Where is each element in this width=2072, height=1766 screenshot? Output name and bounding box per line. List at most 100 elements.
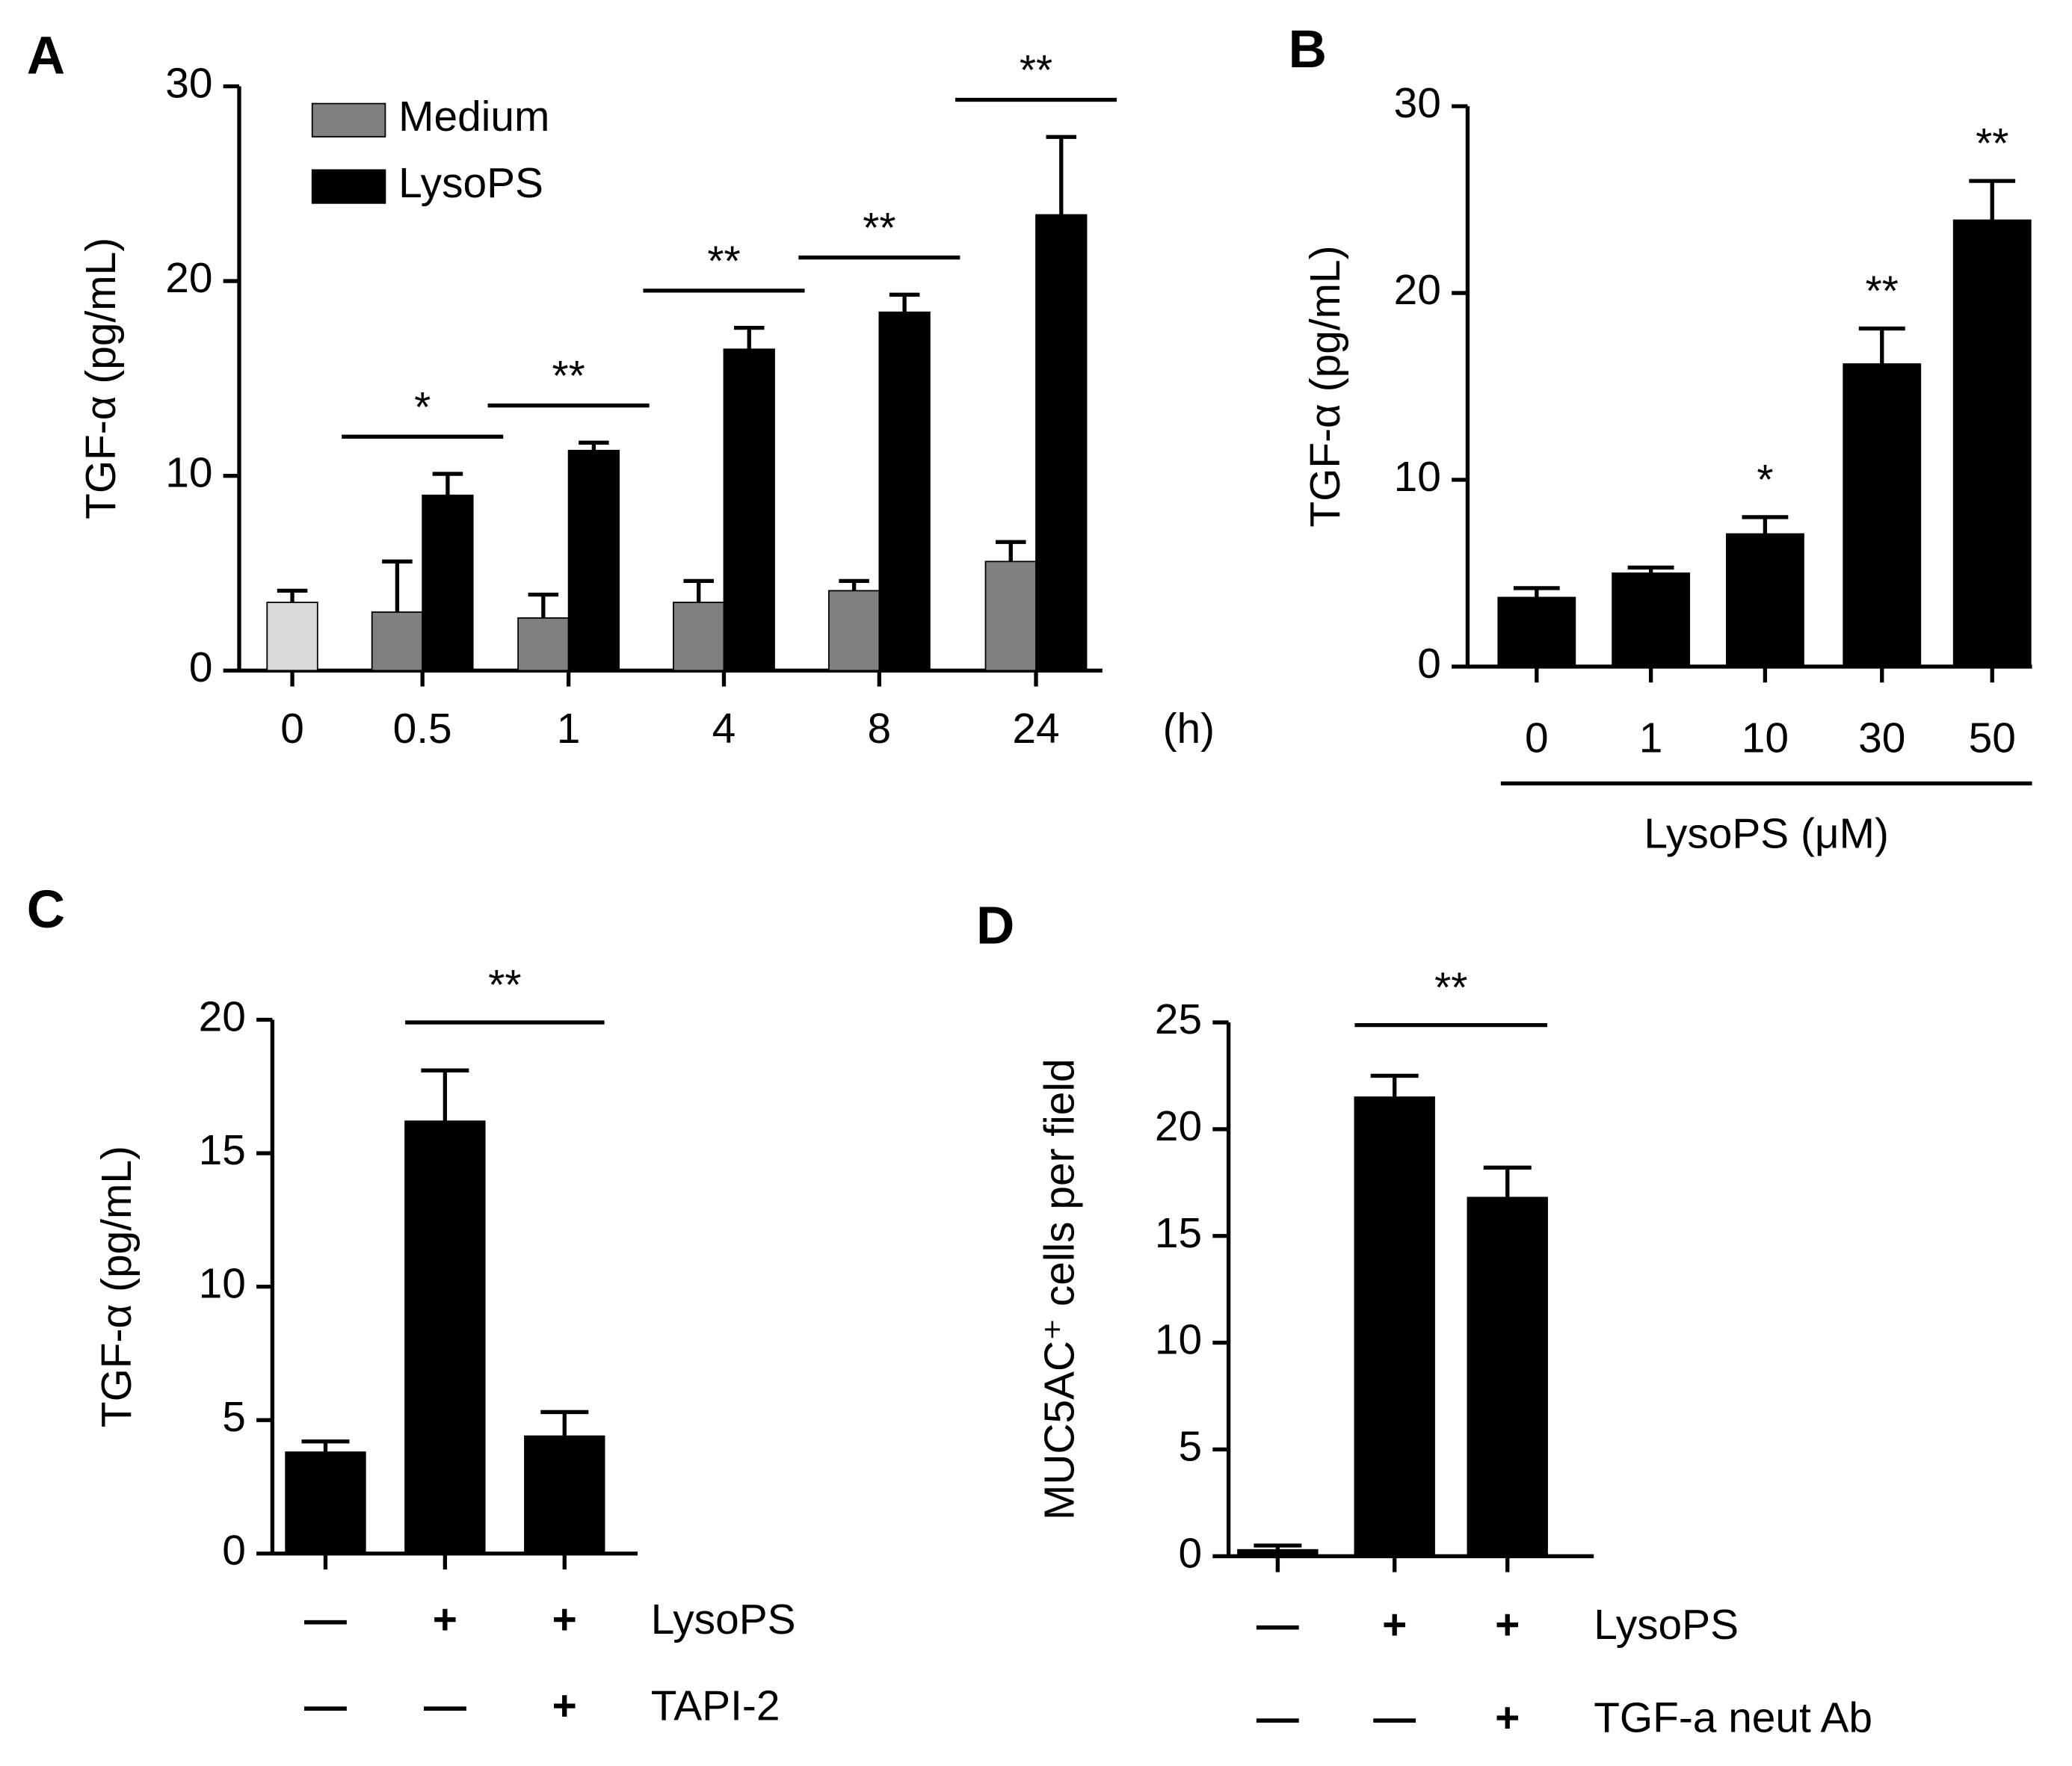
bar <box>422 494 474 672</box>
significance-label: ** <box>488 962 521 1009</box>
error-bar <box>995 540 1026 562</box>
condition-sign: — <box>1257 1602 1299 1649</box>
bar <box>285 1451 366 1554</box>
y-tick-label: 25 <box>1155 996 1202 1043</box>
significance-label: ** <box>1020 47 1052 94</box>
x-tick-label: 50 <box>1969 714 2016 762</box>
significance-label: * <box>414 384 431 431</box>
condition-sign: + <box>1495 1602 1520 1649</box>
x-tick-label: 1 <box>557 706 581 753</box>
y-tick-label: 5 <box>222 1394 246 1441</box>
y-tick-label: 10 <box>1394 454 1441 501</box>
y-tick-label: 0 <box>222 1528 246 1575</box>
bar <box>266 602 318 672</box>
condition-name: LysoPS <box>1594 1602 1739 1649</box>
y-tick-label: 20 <box>1394 267 1441 314</box>
y-tick-label: 20 <box>1155 1103 1202 1150</box>
error-bar <box>528 592 559 618</box>
x-tick-label: 1 <box>1639 714 1663 762</box>
condition-name: TAPI-2 <box>651 1683 780 1730</box>
x-tick-label: 10 <box>1742 714 1789 762</box>
legend-label: LysoPS <box>398 160 543 207</box>
y-tick-label: 20 <box>199 994 246 1041</box>
significance-label: ** <box>863 205 895 252</box>
bar <box>524 1435 605 1554</box>
significance-label: ** <box>1976 120 2008 167</box>
y-tick-label: 20 <box>165 255 212 302</box>
error-bar <box>1969 179 2016 220</box>
panel-label: B <box>1289 20 1327 79</box>
y-axis-label: TGF-α (pg/mL) <box>1302 245 1349 527</box>
error-bar <box>540 1410 589 1436</box>
y-axis-label: TGF-α (pg/mL) <box>93 1146 141 1427</box>
error-bar <box>579 440 609 451</box>
condition-sign: + <box>552 1683 577 1730</box>
error-bar <box>1513 586 1560 598</box>
error-bar <box>1742 515 1789 534</box>
x-tick-label: 0 <box>1525 714 1549 762</box>
condition-sign: — <box>1373 1695 1416 1742</box>
condition-sign: + <box>552 1596 577 1643</box>
bar <box>1843 363 1922 667</box>
panel-label: A <box>27 27 65 86</box>
y-axis-label: TGF-α (pg/mL) <box>78 238 125 519</box>
error-bar <box>1483 1165 1532 1198</box>
bar <box>371 611 424 672</box>
error-bar <box>839 578 869 591</box>
bar <box>1612 572 1691 667</box>
x-unit: (h) <box>1163 706 1215 753</box>
error-bar <box>277 588 308 603</box>
y-tick-label: 10 <box>165 450 212 497</box>
bar <box>1354 1096 1435 1557</box>
condition-sign: — <box>424 1683 466 1730</box>
bar <box>878 311 931 672</box>
bar <box>404 1120 486 1554</box>
error-bar <box>432 472 463 495</box>
y-tick-label: 5 <box>1178 1423 1202 1470</box>
condition-name: LysoPS <box>651 1596 796 1643</box>
condition-sign: + <box>433 1596 457 1643</box>
bar <box>567 449 620 672</box>
bar <box>1467 1197 1548 1557</box>
x-tick-label: 30 <box>1858 714 1905 762</box>
error-bar <box>1627 565 1674 573</box>
y-tick-label: 30 <box>165 61 212 108</box>
condition-sign: — <box>304 1596 347 1643</box>
bar <box>1497 596 1576 667</box>
significance-label: ** <box>707 238 740 285</box>
legend-swatch <box>311 102 386 138</box>
bar <box>827 590 881 672</box>
condition-sign: — <box>304 1683 347 1730</box>
y-axis-label: MUC5AC⁺ cells per field <box>1037 1058 1084 1520</box>
condition-sign: — <box>1257 1695 1299 1742</box>
y-tick-label: 0 <box>1417 640 1441 688</box>
x-tick-label: 0.5 <box>393 706 452 753</box>
x-tick-label: 4 <box>712 706 736 753</box>
x-tick-label: 24 <box>1012 706 1059 753</box>
bar <box>984 561 1037 672</box>
condition-name: TGF-a neut Ab <box>1594 1695 1872 1742</box>
error-bar <box>382 559 413 613</box>
x-tick-label: 8 <box>868 706 892 753</box>
bar <box>723 348 775 672</box>
significance-label: ** <box>1434 964 1467 1011</box>
panel-label: D <box>976 896 1014 955</box>
error-bar <box>683 578 714 603</box>
bar <box>1725 533 1804 667</box>
legend-swatch <box>311 169 386 204</box>
y-tick-label: 15 <box>199 1127 246 1174</box>
y-tick-label: 10 <box>199 1261 246 1308</box>
panel-label: C <box>27 880 65 939</box>
error-bar <box>1858 326 1905 365</box>
error-bar <box>733 325 765 350</box>
significance-label: ** <box>552 353 585 400</box>
x-tick-label: 0 <box>280 706 304 753</box>
y-tick-label: 0 <box>1178 1530 1202 1577</box>
x-axis-label: LysoPS (μM) <box>1644 810 1889 857</box>
error-bar <box>889 292 920 312</box>
y-tick-label: 30 <box>1394 80 1441 127</box>
y-tick-label: 0 <box>189 644 213 691</box>
significance-label: * <box>1757 457 1773 504</box>
